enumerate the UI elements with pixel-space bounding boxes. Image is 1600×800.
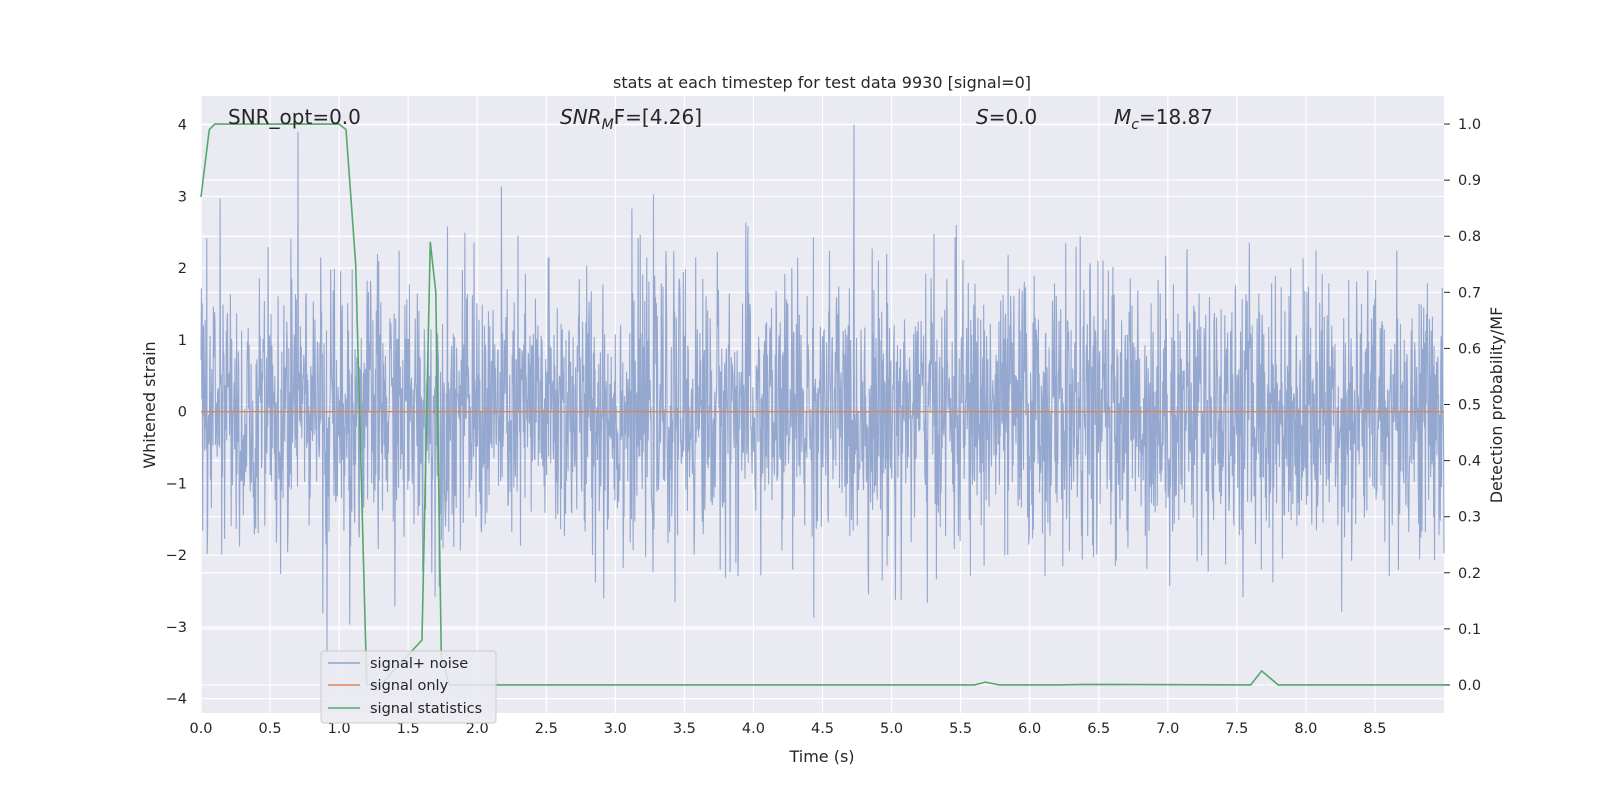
y-left-tick-label: −1	[166, 476, 187, 492]
legend: signal+ noise signal only signal statist…	[320, 650, 497, 724]
y-right-tick-label: 0.6	[1458, 341, 1481, 357]
x-tick-label: 4.0	[742, 721, 765, 737]
x-tick-label: 8.0	[1294, 721, 1317, 737]
x-tick-label: 0.5	[259, 721, 282, 737]
y-left-tick-label: −4	[166, 692, 187, 708]
y-left-tick-label: 4	[178, 118, 187, 134]
signal-statistics-line	[200, 123, 1444, 686]
x-tick-label: 8.5	[1363, 721, 1386, 737]
x-tick-label: 6.5	[1087, 721, 1110, 737]
x-axis-ticks: 0.0 0.5 1.0 1.5 2.0 2.5 3.0 3.5 4.0 4.5 5.0 5.5 6.0 6…	[189, 721, 1386, 737]
x-tick-label: 7.5	[1225, 721, 1248, 737]
y-right-tick-label: 0.9	[1458, 173, 1481, 189]
y-axis-right-ticks: 1.0 0.9 0.8 0.7 0.6 0.5 0.4 0.3 0.2 0.1 0.0	[1444, 117, 1481, 694]
y-right-tick-label: 0.5	[1458, 398, 1481, 414]
chart-title: stats at each timestep for test data 993…	[613, 73, 1031, 92]
x-tick-label: 5.0	[880, 721, 903, 737]
x-tick-label: 2.0	[466, 721, 489, 737]
annotation-s: S=0.0	[976, 105, 1037, 129]
x-tick-label: 5.5	[949, 721, 972, 737]
y-right-tick-label: 0.0	[1458, 678, 1481, 694]
x-tick-label: 3.0	[604, 721, 627, 737]
y-axis-right-label: Detection probability/MF	[1487, 307, 1506, 504]
y-axis-left-ticks: 4 3 2 1 0 −1 −2 −3 −4	[166, 118, 187, 708]
legend-label-signal-statistics: signal statistics	[370, 701, 482, 717]
signal-noise-series	[200, 124, 1445, 654]
x-tick-label: 3.5	[673, 721, 696, 737]
x-tick-label: 6.0	[1018, 721, 1041, 737]
y-right-tick-label: 0.7	[1458, 285, 1481, 301]
y-right-tick-label: 1.0	[1458, 117, 1481, 133]
y-right-tick-label: 0.8	[1458, 229, 1481, 245]
legend-label-signal-only: signal only	[370, 678, 449, 694]
legend-label-signal-noise: signal+ noise	[370, 656, 468, 672]
y-right-tick-label: 0.1	[1458, 622, 1481, 638]
y-right-tick-label: 0.3	[1458, 510, 1481, 526]
x-tick-label: 7.0	[1156, 721, 1179, 737]
x-tick-label: 0.0	[189, 721, 212, 737]
x-tick-label: 2.5	[535, 721, 558, 737]
x-tick-label: 1.5	[397, 721, 420, 737]
y-right-tick-label: 0.4	[1458, 454, 1481, 470]
annotation-snr-mf: SNRMF=[4.26]	[560, 105, 702, 133]
x-tick-label: 1.0	[328, 721, 351, 737]
annotation-snr-opt: SNR_opt=0.0	[228, 105, 361, 129]
y-axis-left-label: Whitened strain	[140, 341, 159, 468]
legend-box	[320, 650, 497, 724]
y-left-tick-label: 3	[178, 189, 187, 205]
x-tick-label: 4.5	[811, 721, 834, 737]
signal-noise-line	[200, 124, 1445, 654]
signal-statistics-series	[200, 123, 1444, 686]
y-left-tick-label: 2	[178, 261, 187, 277]
y-left-tick-label: −3	[166, 620, 187, 636]
y-left-tick-label: 0	[178, 405, 187, 421]
annotation-mc: Mc=18.87	[1114, 105, 1213, 133]
y-left-tick-label: −2	[166, 548, 187, 564]
y-left-tick-label: 1	[178, 333, 187, 349]
y-right-tick-label: 0.2	[1458, 566, 1481, 582]
x-axis-label: Time (s)	[788, 747, 854, 766]
